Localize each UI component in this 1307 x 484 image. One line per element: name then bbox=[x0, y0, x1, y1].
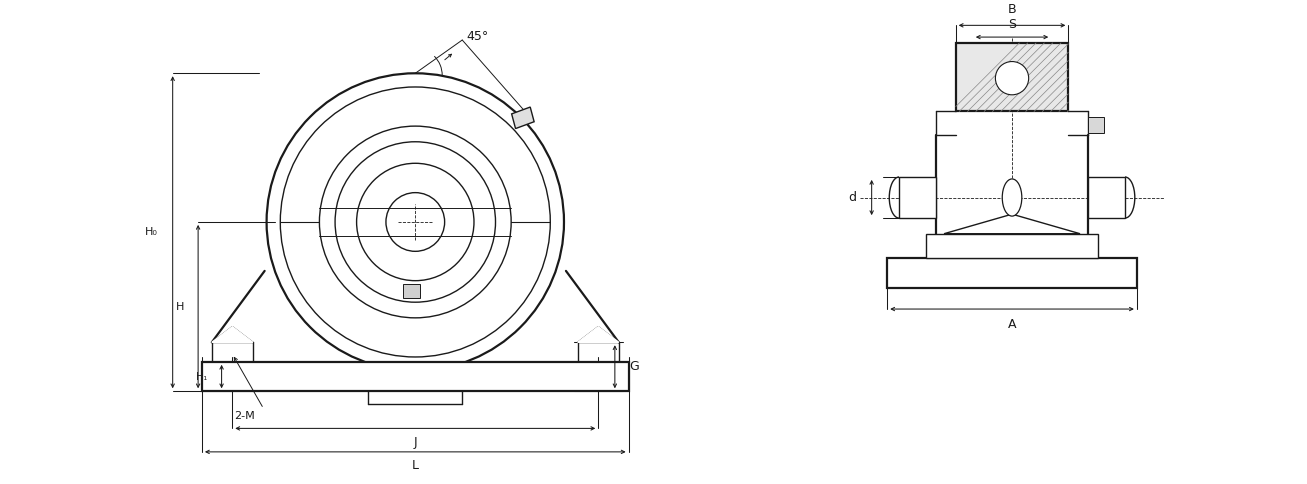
Bar bbox=[955, 43, 1068, 111]
Circle shape bbox=[996, 61, 1029, 95]
Polygon shape bbox=[1087, 177, 1125, 218]
Text: G: G bbox=[630, 360, 639, 373]
Polygon shape bbox=[927, 234, 1098, 258]
Text: H₁: H₁ bbox=[196, 372, 208, 381]
Ellipse shape bbox=[1002, 179, 1022, 216]
Text: d: d bbox=[848, 191, 856, 204]
Polygon shape bbox=[203, 362, 629, 391]
Text: A: A bbox=[1008, 318, 1017, 331]
Text: H: H bbox=[176, 302, 184, 312]
Polygon shape bbox=[511, 107, 535, 129]
Bar bbox=[1087, 117, 1103, 133]
Text: 2-M: 2-M bbox=[234, 411, 255, 421]
Text: S: S bbox=[1008, 18, 1016, 31]
Text: J: J bbox=[413, 436, 417, 449]
Polygon shape bbox=[578, 327, 618, 342]
Bar bbox=[403, 284, 420, 298]
Text: B: B bbox=[1008, 3, 1017, 16]
Text: 45°: 45° bbox=[467, 30, 489, 43]
Polygon shape bbox=[212, 327, 252, 342]
Polygon shape bbox=[944, 214, 1080, 234]
Polygon shape bbox=[899, 177, 936, 218]
Text: H₀: H₀ bbox=[145, 227, 158, 237]
Polygon shape bbox=[887, 258, 1137, 287]
Text: L: L bbox=[412, 459, 418, 472]
